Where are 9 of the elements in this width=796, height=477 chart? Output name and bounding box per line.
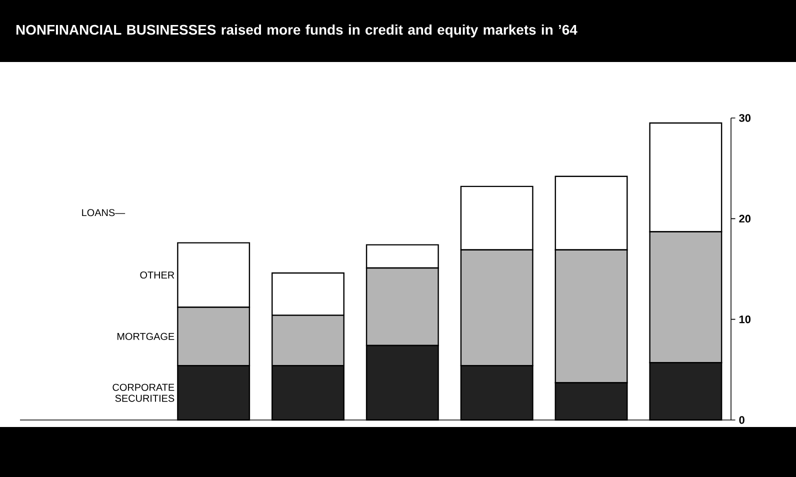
y-tick-label: 0 [739,416,744,424]
text: LOANS— [82,209,126,216]
y-tick-label: 20 [739,214,751,223]
chart-title: NONFINANCIAL BUSINESSES raised more funds in credit and equity markets in ’64 [16,24,578,38]
y-tick-label: 30 [739,114,751,122]
y-tick-label: 10 [739,315,751,324]
series-label: CORPORATE SECURITIES [112,384,174,402]
series-label: OTHER [140,272,174,279]
series-label: MORTGAGE [117,332,174,340]
